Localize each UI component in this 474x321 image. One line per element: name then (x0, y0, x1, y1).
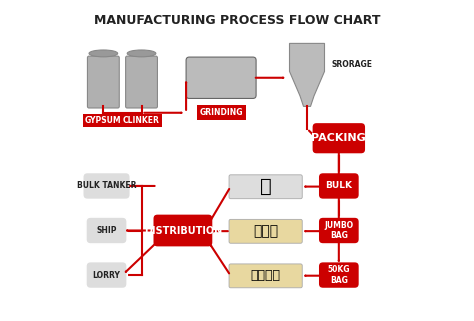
FancyBboxPatch shape (229, 264, 302, 288)
FancyBboxPatch shape (312, 122, 366, 154)
Text: 📦📦📦📦: 📦📦📦📦 (251, 269, 281, 282)
Text: CLINKER: CLINKER (123, 116, 160, 125)
Text: MANUFACTURING PROCESS FLOW CHART: MANUFACTURING PROCESS FLOW CHART (94, 14, 380, 27)
Text: BULK TANKER: BULK TANKER (77, 181, 137, 190)
Text: BULK: BULK (325, 181, 352, 190)
Text: SRORAGE: SRORAGE (331, 60, 373, 69)
Text: LORRY: LORRY (92, 271, 120, 280)
Text: PACKING: PACKING (311, 133, 366, 143)
FancyBboxPatch shape (126, 56, 157, 108)
Ellipse shape (127, 50, 156, 57)
FancyBboxPatch shape (229, 175, 302, 199)
Text: 🏺🏺🏺: 🏺🏺🏺 (253, 224, 278, 238)
FancyBboxPatch shape (86, 262, 127, 289)
Polygon shape (290, 43, 325, 106)
FancyBboxPatch shape (318, 217, 359, 244)
Text: DISTRIBUTION: DISTRIBUTION (144, 226, 222, 236)
FancyBboxPatch shape (186, 57, 256, 99)
FancyBboxPatch shape (229, 219, 302, 243)
FancyBboxPatch shape (86, 217, 127, 244)
FancyBboxPatch shape (318, 172, 359, 199)
Text: GYPSUM: GYPSUM (85, 116, 122, 125)
Text: SHIP: SHIP (96, 226, 117, 235)
FancyBboxPatch shape (318, 262, 359, 289)
FancyBboxPatch shape (87, 56, 119, 108)
Text: JUMBO
BAG: JUMBO BAG (324, 221, 354, 240)
Text: 🚛: 🚛 (260, 177, 272, 196)
FancyBboxPatch shape (82, 172, 130, 199)
Text: GRINDING: GRINDING (200, 108, 243, 117)
Ellipse shape (89, 50, 118, 57)
FancyBboxPatch shape (153, 214, 213, 247)
Text: 50KG
BAG: 50KG BAG (328, 265, 350, 285)
